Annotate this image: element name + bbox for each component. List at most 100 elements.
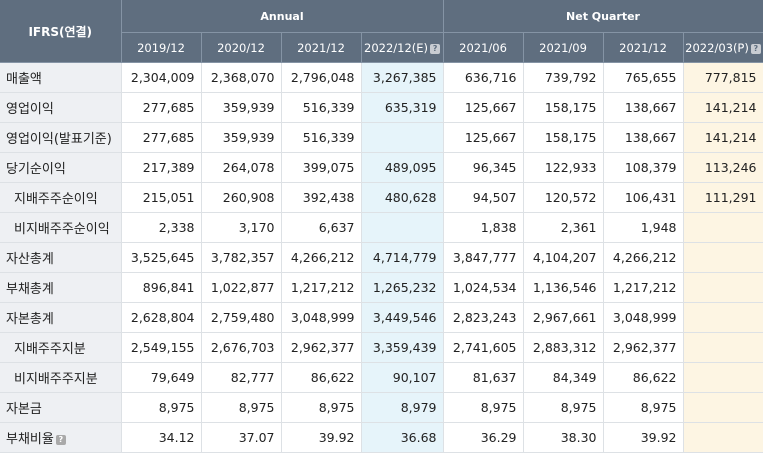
value-cell: 489,095 bbox=[361, 152, 444, 183]
period-header: 2021/06 bbox=[443, 32, 524, 63]
value-cell: 2,628,804 bbox=[121, 302, 202, 333]
value-cell bbox=[683, 302, 763, 333]
value-cell: 277,685 bbox=[121, 92, 202, 123]
row-label: 지배주주순이익 bbox=[14, 192, 98, 207]
row-label-cell: 지배주주순이익 bbox=[0, 182, 122, 213]
value-cell: 39.92 bbox=[603, 422, 684, 453]
table-row: 부채비율? 34.12 37.07 39.92 36.68 36.29 38.30 39.92 bbox=[0, 422, 763, 453]
quarter-group-header: Net Quarter bbox=[443, 0, 763, 33]
help-icon[interactable]: ? bbox=[55, 435, 66, 445]
table-row: 영업이익(발표기준) 277,685 359,939 516,339 125,667 15… bbox=[0, 122, 763, 153]
value-cell: 1,948 bbox=[603, 212, 684, 243]
value-cell: 1,024,534 bbox=[443, 272, 524, 303]
period-label: 2022/12(E) bbox=[364, 40, 429, 55]
row-label: 자본총계 bbox=[6, 312, 54, 327]
value-cell: 260,908 bbox=[201, 182, 282, 213]
value-cell: 3,170 bbox=[201, 212, 282, 243]
period-header-estimate: 2022/12(E)? bbox=[361, 32, 444, 63]
row-label-cell: 비지배주주순이익 bbox=[0, 212, 122, 243]
table-row: 영업이익 277,685 359,939 516,339 635,319 125,667 1… bbox=[0, 92, 763, 123]
value-cell: 37.07 bbox=[201, 422, 282, 453]
value-cell: 38.30 bbox=[523, 422, 604, 453]
value-cell: 3,525,645 bbox=[121, 242, 202, 273]
row-label: 당기순이익 bbox=[6, 162, 66, 177]
value-cell: 4,104,207 bbox=[523, 242, 604, 273]
value-cell: 4,266,212 bbox=[603, 242, 684, 273]
value-cell: 217,389 bbox=[121, 152, 202, 183]
value-cell: 2,962,377 bbox=[281, 332, 362, 363]
value-cell: 79,649 bbox=[121, 362, 202, 393]
help-icon[interactable]: ? bbox=[430, 43, 441, 54]
value-cell: 122,933 bbox=[523, 152, 604, 183]
row-label: 영업이익 bbox=[6, 102, 54, 117]
period-header: 2019/12 bbox=[121, 32, 202, 63]
help-icon[interactable]: ? bbox=[750, 43, 761, 54]
row-label: 자산총계 bbox=[6, 252, 54, 267]
value-cell: 138,667 bbox=[603, 92, 684, 123]
value-cell: 4,714,779 bbox=[361, 242, 444, 273]
value-cell: 399,075 bbox=[281, 152, 362, 183]
table-row: 부채총계 896,841 1,022,877 1,217,212 1,265,232 1,… bbox=[0, 272, 763, 303]
value-cell: 896,841 bbox=[121, 272, 202, 303]
value-cell: 36.29 bbox=[443, 422, 524, 453]
row-label-cell: 지배주주지분 bbox=[0, 332, 122, 363]
period-header: 2021/12 bbox=[603, 32, 684, 63]
value-cell: 94,507 bbox=[443, 182, 524, 213]
period-header: 2021/09 bbox=[523, 32, 604, 63]
value-cell: 138,667 bbox=[603, 122, 684, 153]
value-cell: 2,883,312 bbox=[523, 332, 604, 363]
value-cell: 120,572 bbox=[523, 182, 604, 213]
value-cell: 125,667 bbox=[443, 122, 524, 153]
row-label-cell: 부채비율? bbox=[0, 422, 122, 453]
value-cell: 2,759,480 bbox=[201, 302, 282, 333]
value-cell: 125,667 bbox=[443, 92, 524, 123]
table-row: 자본금 8,975 8,975 8,975 8,979 8,975 8,975 8,975 bbox=[0, 392, 763, 423]
value-cell: 392,438 bbox=[281, 182, 362, 213]
value-cell bbox=[683, 362, 763, 393]
row-label-cell: 매출액 bbox=[0, 62, 122, 93]
value-cell: 86,622 bbox=[281, 362, 362, 393]
header-period-row: 2019/12 2020/12 2021/12 2022/12(E)? 2021… bbox=[0, 32, 763, 63]
row-label: 자본금 bbox=[6, 402, 42, 417]
table-body: 매출액 2,304,009 2,368,070 2,796,048 3,267,385 6… bbox=[0, 62, 763, 453]
table-row: 지배주주지분 2,549,155 2,676,703 2,962,377 3,359,4… bbox=[0, 332, 763, 363]
value-cell: 1,217,212 bbox=[281, 272, 362, 303]
value-cell: 3,359,439 bbox=[361, 332, 444, 363]
table-row: 자본총계 2,628,804 2,759,480 3,048,999 3,449,546… bbox=[0, 302, 763, 333]
value-cell bbox=[683, 212, 763, 243]
value-cell: 108,379 bbox=[603, 152, 684, 183]
row-label-cell: 영업이익(발표기준) bbox=[0, 122, 122, 153]
value-cell: 635,319 bbox=[361, 92, 444, 123]
value-cell: 96,345 bbox=[443, 152, 524, 183]
value-cell: 2,304,009 bbox=[121, 62, 202, 93]
value-cell: 8,975 bbox=[603, 392, 684, 423]
row-label: 영업이익(발표기준) bbox=[6, 132, 112, 147]
value-cell: 158,175 bbox=[523, 122, 604, 153]
value-cell: 8,975 bbox=[443, 392, 524, 423]
row-label-cell: 부채총계 bbox=[0, 272, 122, 303]
value-cell: 2,962,377 bbox=[603, 332, 684, 363]
value-cell: 111,291 bbox=[683, 182, 763, 213]
value-cell: 113,246 bbox=[683, 152, 763, 183]
value-cell: 1,217,212 bbox=[603, 272, 684, 303]
value-cell: 777,815 bbox=[683, 62, 763, 93]
value-cell: 141,214 bbox=[683, 122, 763, 153]
value-cell: 359,939 bbox=[201, 122, 282, 153]
header-group-row: IFRS(연결) Annual Net Quarter bbox=[0, 0, 763, 63]
value-cell: 3,048,999 bbox=[603, 302, 684, 333]
row-label: 부채비율 bbox=[6, 432, 54, 447]
value-cell: 3,048,999 bbox=[281, 302, 362, 333]
value-cell: 636,716 bbox=[443, 62, 524, 93]
value-cell bbox=[361, 212, 444, 243]
annual-group-header: Annual bbox=[121, 0, 444, 33]
value-cell: 277,685 bbox=[121, 122, 202, 153]
value-cell bbox=[683, 332, 763, 363]
value-cell bbox=[683, 392, 763, 423]
value-cell: 34.12 bbox=[121, 422, 202, 453]
value-cell: 516,339 bbox=[281, 122, 362, 153]
row-label-cell: 영업이익 bbox=[0, 92, 122, 123]
value-cell: 739,792 bbox=[523, 62, 604, 93]
value-cell: 2,796,048 bbox=[281, 62, 362, 93]
table-row: 비지배주주순이익 2,338 3,170 6,637 1,838 2,361 1,948 bbox=[0, 212, 763, 243]
